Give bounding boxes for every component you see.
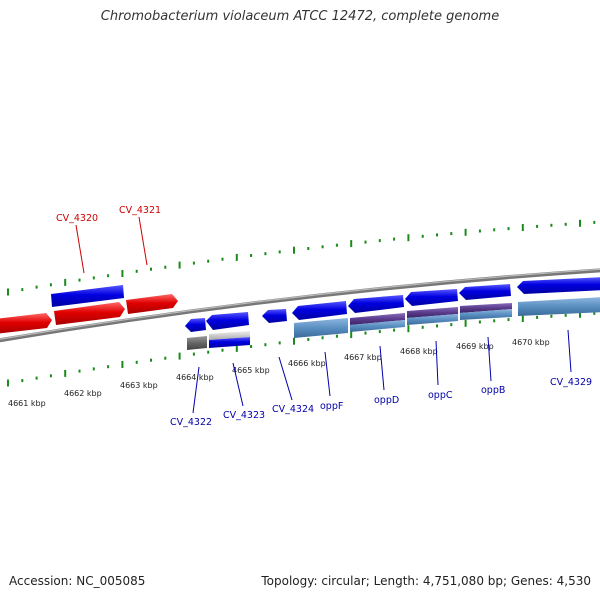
feature-label-cv4320[interactable]: CV_4320 bbox=[56, 213, 98, 224]
ruler-label: 4668 kbp bbox=[400, 347, 438, 356]
map-title: Chromobacterium violaceum ATCC 12472, co… bbox=[100, 9, 500, 24]
feature-label-oppd[interactable]: oppD bbox=[374, 395, 399, 406]
reverse-gene-bar[interactable] bbox=[460, 309, 512, 320]
ruler-label: 4667 kbp bbox=[344, 353, 382, 362]
pseudo-gene-bar[interactable] bbox=[187, 336, 207, 350]
forward-cds-bar[interactable] bbox=[51, 285, 124, 307]
feature-label-cv4323[interactable]: CV_4323 bbox=[223, 410, 265, 421]
ruler-label: 4663 kbp bbox=[120, 381, 158, 390]
reverse-cds-arrow[interactable] bbox=[517, 277, 600, 294]
ruler-label: 4669 kbp bbox=[456, 342, 494, 351]
operon-bar[interactable] bbox=[460, 303, 512, 313]
feature-label-cv4322[interactable]: CV_4322 bbox=[170, 417, 212, 428]
operon-bar[interactable] bbox=[407, 307, 458, 318]
forward-gene-arrow[interactable] bbox=[126, 294, 178, 314]
reverse-cds-arrow[interactable] bbox=[292, 301, 347, 320]
reverse-cds-track bbox=[185, 277, 600, 332]
reverse-feature-labels: CV_4322 CV_4323 CV_4324 oppF oppD oppC o… bbox=[170, 329, 592, 428]
feature-label-oppb[interactable]: oppB bbox=[481, 385, 505, 396]
genome-stats-text: Topology: circular; Length: 4,751,080 bp… bbox=[261, 574, 591, 588]
forward-tick-ruler bbox=[7, 219, 596, 296]
accession-text: Accession: NC_005085 bbox=[9, 574, 146, 588]
ruler-label: 4662 kbp bbox=[64, 389, 102, 398]
reverse-gene-bar[interactable] bbox=[350, 320, 405, 332]
reverse-cds-arrow[interactable] bbox=[348, 295, 404, 313]
reverse-gene-track bbox=[187, 297, 600, 350]
genome-backbone bbox=[0, 268, 600, 343]
reverse-tick-ruler bbox=[7, 310, 596, 387]
forward-gene-arrow[interactable] bbox=[54, 302, 125, 325]
ruler-label: 4661 kbp bbox=[8, 399, 46, 408]
forward-gene-track bbox=[0, 294, 178, 334]
ruler-label: 4666 kbp bbox=[288, 359, 326, 368]
reverse-cds-arrow[interactable] bbox=[206, 312, 249, 330]
ruler-label: 4665 kbp bbox=[232, 366, 270, 375]
reverse-cds-arrow[interactable] bbox=[405, 289, 458, 306]
forward-cds-track bbox=[51, 285, 124, 307]
ruler-labels: 4661 kbp 4662 kbp 4663 kbp 4664 kbp 4665… bbox=[8, 338, 550, 408]
feature-label-oppc[interactable]: oppC bbox=[428, 390, 453, 401]
forward-feature-labels: CV_4320 CV_4321 bbox=[56, 205, 161, 274]
feature-label-cv4329[interactable]: CV_4329 bbox=[550, 377, 592, 388]
reverse-gene-bar[interactable] bbox=[518, 297, 600, 316]
operon-bar[interactable] bbox=[350, 313, 405, 325]
feature-label-oppf[interactable]: oppF bbox=[320, 401, 343, 412]
reverse-gene-bar[interactable] bbox=[294, 318, 348, 338]
forward-gene-arrow[interactable] bbox=[0, 313, 52, 334]
feature-label-cv4321[interactable]: CV_4321 bbox=[119, 205, 161, 216]
reverse-cds-arrow[interactable] bbox=[262, 309, 287, 323]
ruler-label: 4670 kbp bbox=[512, 338, 550, 347]
reverse-gene-bar[interactable] bbox=[407, 314, 458, 325]
reverse-cds-arrow[interactable] bbox=[185, 318, 206, 332]
ruler-label: 4664 kbp bbox=[176, 373, 214, 382]
feature-label-cv4324[interactable]: CV_4324 bbox=[272, 404, 314, 415]
reverse-cds-arrow[interactable] bbox=[459, 284, 511, 300]
reverse-gene-bar[interactable] bbox=[209, 337, 250, 348]
